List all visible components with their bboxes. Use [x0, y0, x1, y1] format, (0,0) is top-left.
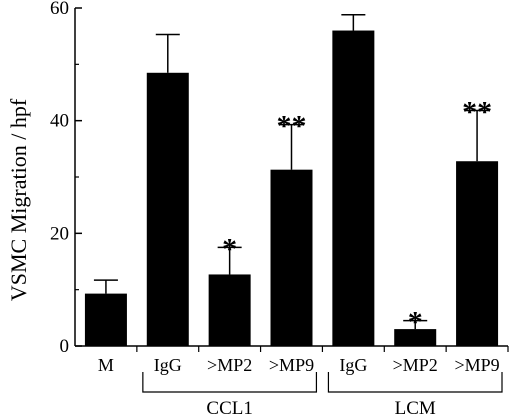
bar-6	[456, 161, 499, 346]
group-bracket-1	[327, 372, 503, 393]
x-axis: M IgG >MP2 >MP9 IgG >MP2 >MP9	[75, 345, 509, 375]
category-label-6: >MP9	[454, 355, 499, 375]
category-label-5: >MP2	[393, 355, 438, 375]
bars	[84, 30, 499, 347]
bar-2	[208, 274, 251, 346]
bar-5	[394, 329, 437, 346]
group-bracket-0	[142, 372, 318, 393]
y-tick-label-60: 60	[50, 0, 69, 19]
y-axis-label: VSMC Migration / hpf	[6, 98, 31, 301]
significance-marker-2: *	[222, 232, 237, 265]
group-label-1: LCM	[395, 398, 436, 419]
y-tick-label-20: 20	[50, 223, 69, 244]
bar-3	[270, 169, 313, 346]
significance-marker-6: **	[462, 96, 492, 129]
group-label-0: CCL1	[206, 398, 252, 419]
error-bars	[93, 14, 490, 330]
category-label-2: >MP2	[207, 355, 252, 375]
category-label-3: >MP9	[269, 355, 314, 375]
y-tick-label-0: 0	[60, 336, 70, 357]
y-tick-label-40: 40	[50, 111, 69, 132]
significance-markers: ******	[222, 96, 492, 339]
category-label-0: M	[98, 355, 114, 375]
bar-1	[146, 72, 189, 347]
bar-4	[332, 30, 375, 347]
category-label-1: IgG	[154, 355, 182, 375]
y-axis: 0 20 40 60	[50, 0, 82, 357]
significance-marker-3: **	[277, 110, 307, 143]
bar-0	[84, 293, 127, 346]
significance-marker-5: *	[408, 306, 423, 339]
group-brackets: CCL1 LCM	[142, 372, 503, 419]
category-label-4: IgG	[339, 355, 367, 375]
